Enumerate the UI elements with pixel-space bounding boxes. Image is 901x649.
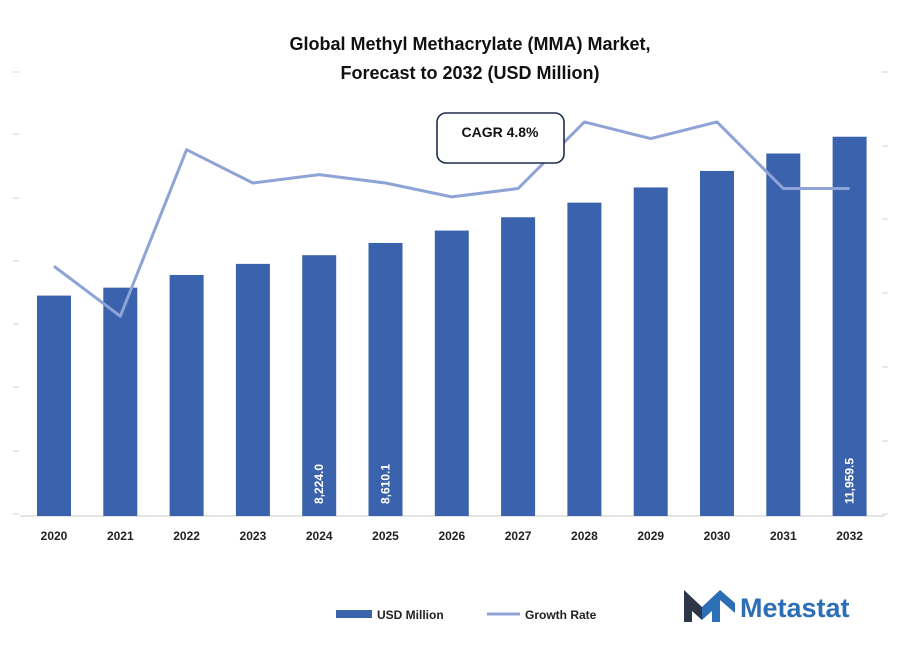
x-tick-2031: 2031 <box>770 529 797 543</box>
cagr-box <box>436 112 565 164</box>
bars-group <box>37 136 867 517</box>
bar-2023 <box>235 263 270 516</box>
bar-2032 <box>832 136 867 516</box>
bar-2025 <box>368 242 403 516</box>
x-tick-2020: 2020 <box>41 529 68 543</box>
bar-2028 <box>567 202 602 517</box>
data-label-2025: 8,610.1 <box>379 464 393 504</box>
bar-2031 <box>766 153 801 516</box>
x-tick-2024: 2024 <box>306 529 333 543</box>
x-tick-2027: 2027 <box>505 529 532 543</box>
x-tick-2023: 2023 <box>240 529 267 543</box>
x-tick-labels: 2020 2021 2022 2023 2024 2025 2026 2027 2028 2029… <box>41 529 864 543</box>
x-tick-2028: 2028 <box>571 529 598 543</box>
metastat-m-logo-icon <box>684 590 735 622</box>
chart-title-line-2: Forecast to 2032 (USD Million) <box>340 63 599 83</box>
bar-2027 <box>501 217 536 516</box>
legend-bar-swatch <box>336 610 372 618</box>
chart-title-line-1: Global Methyl Methacrylate (MMA) Market, <box>289 34 650 54</box>
labels-group: 8,224.0 8,610.1 11,959.5 <box>312 458 856 504</box>
x-tick-2032: 2032 <box>836 529 863 543</box>
bar-2020 <box>37 295 71 516</box>
bar-2026 <box>434 230 469 517</box>
data-label-2024: 8,224.0 <box>312 464 326 504</box>
cagr-annotation: CAGR 4.8% <box>436 112 565 164</box>
bar-2022 <box>169 274 204 516</box>
metastat-logo: Metastat <box>684 590 850 623</box>
x-tick-2029: 2029 <box>637 529 664 543</box>
legend-bar-label: USD Million <box>377 608 444 622</box>
bar-2024 <box>302 255 337 517</box>
x-tick-2022: 2022 <box>173 529 200 543</box>
brand-name: Metastat <box>740 593 850 623</box>
bar-2029 <box>633 187 668 516</box>
line-group <box>53 120 850 318</box>
x-tick-2026: 2026 <box>438 529 465 543</box>
legend: USD Million Growth Rate <box>336 608 597 622</box>
data-label-2032: 11,959.5 <box>843 458 857 504</box>
cagr-label: CAGR 4.8% <box>461 124 539 140</box>
x-tick-2030: 2030 <box>704 529 731 543</box>
bar-2030 <box>700 170 734 516</box>
x-tick-2021: 2021 <box>107 529 134 543</box>
bar-2021 <box>103 287 138 516</box>
legend-line-label: Growth Rate <box>525 608 597 622</box>
x-tick-2025: 2025 <box>372 529 399 543</box>
